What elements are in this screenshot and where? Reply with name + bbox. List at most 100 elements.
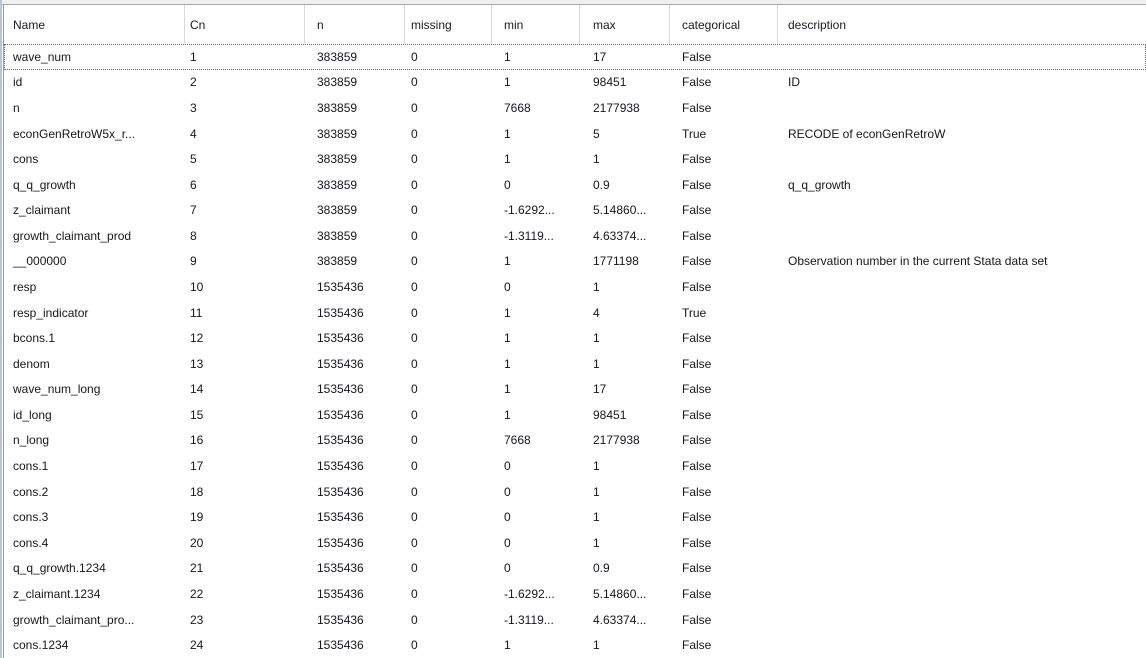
cell-min: -1.6292...	[504, 586, 555, 601]
cell-n: 383859	[317, 100, 358, 115]
cell-categorical: False	[682, 203, 712, 218]
table-row[interactable]: cons.1 17 1535436 0 0 1 False	[4, 453, 1146, 479]
cell-n: 383859	[317, 75, 358, 90]
cell-n: 383859	[317, 228, 358, 243]
table-row[interactable]: n_long 16 1535436 0 7668 2177938 False	[4, 428, 1146, 454]
cell-n: 1535436	[317, 331, 364, 346]
cell-name: z_claimant	[13, 203, 71, 218]
table-row[interactable]: cons.3 19 1535436 0 0 1 False	[4, 504, 1146, 530]
cell-max: 2177938	[593, 100, 640, 115]
table-row[interactable]: growth_claimant_pro... 23 1535436 0 -1.3119.…	[4, 607, 1146, 633]
cell-cn: 15	[190, 407, 204, 422]
cell-n: 1535436	[317, 510, 364, 525]
cell-missing: 0	[411, 152, 418, 167]
cell-max: 1	[593, 510, 600, 525]
table-row[interactable]: q_q_growth 6 383859 0 0 0.9 False q_q_growth	[4, 172, 1146, 198]
cell-categorical: False	[682, 356, 712, 371]
table-body: wave_num 1 383859 0 1 17 False id 2 383859 0 1 98451…	[4, 44, 1146, 658]
cell-name: denom	[13, 356, 50, 371]
cell-cn: 5	[190, 152, 197, 167]
cell-cn: 1	[190, 49, 197, 64]
table-row[interactable]: cons 5 383859 0 1 1 False	[4, 146, 1146, 172]
cell-n: 383859	[317, 152, 358, 167]
cell-min: 1	[504, 407, 511, 422]
cell-min: 1	[504, 49, 511, 64]
cell-missing: 0	[411, 49, 418, 64]
cell-name: n	[13, 100, 20, 115]
column-header-description[interactable]: description	[788, 17, 847, 32]
cell-categorical: False	[682, 75, 712, 90]
table-row[interactable]: z_claimant 7 383859 0 -1.6292... 5.14860... Fa…	[4, 197, 1146, 223]
cell-max: 1	[593, 331, 600, 346]
table-row[interactable]: cons.4 20 1535436 0 0 1 False	[4, 530, 1146, 556]
cell-missing: 0	[411, 433, 418, 448]
cell-categorical: False	[682, 331, 712, 346]
table-row[interactable]: q_q_growth.1234 21 1535436 0 0 0.9 False	[4, 556, 1146, 582]
cell-categorical: False	[682, 612, 712, 627]
cell-name: id	[13, 75, 23, 90]
cell-n: 1535436	[317, 561, 364, 576]
cell-cn: 8	[190, 228, 197, 243]
cell-name: z_claimant.1234	[13, 586, 101, 601]
cell-cn: 3	[190, 100, 197, 115]
cell-min: 0	[504, 177, 511, 192]
table-row[interactable]: bcons.1 12 1535436 0 1 1 False	[4, 325, 1146, 351]
cell-categorical: False	[682, 484, 712, 499]
table-row[interactable]: econGenRetroW5x_r... 4 383859 0 1 5 True RECODE…	[4, 121, 1146, 147]
column-header-n[interactable]: n	[305, 5, 405, 44]
cell-cn: 11	[190, 305, 203, 320]
cell-n: 1535436	[317, 459, 364, 474]
cell-cn: 17	[190, 459, 204, 474]
cell-max: 4.63374...	[593, 228, 647, 243]
cell-missing: 0	[411, 535, 418, 550]
cell-description: q_q_growth	[788, 177, 851, 192]
cell-categorical: False	[682, 177, 712, 192]
cell-missing: 0	[411, 586, 418, 601]
cell-name: wave_num_long	[13, 382, 101, 397]
column-header-min[interactable]: min	[492, 5, 580, 44]
cell-name: n_long	[13, 433, 50, 448]
cell-max: 1	[593, 356, 600, 371]
table-row[interactable]: id 2 383859 0 1 98451 False ID	[4, 70, 1146, 96]
cell-cn: 12	[190, 331, 204, 346]
cell-categorical: True	[682, 126, 707, 141]
cell-min: 0	[504, 484, 511, 499]
table-row[interactable]: growth_claimant_prod 8 383859 0 -1.3119... 4.…	[4, 223, 1146, 249]
table-row[interactable]: wave_num_long 14 1535436 0 1 17 False	[4, 377, 1146, 403]
table-row[interactable]: z_claimant.1234 22 1535436 0 -1.6292... 5.148…	[4, 581, 1146, 607]
cell-cn: 4	[190, 126, 197, 141]
table-row[interactable]: resp 10 1535436 0 0 1 False	[4, 274, 1146, 300]
cell-min: 1	[504, 638, 511, 653]
cell-min: 0	[504, 279, 511, 294]
table-row[interactable]: cons.1234 24 1535436 0 1 1 False	[4, 632, 1146, 658]
table-row[interactable]: resp_indicator 11 1535436 0 1 4 True	[4, 300, 1146, 326]
cell-max: 1	[593, 152, 600, 167]
table-row[interactable]: wave_num 1 383859 0 1 17 False	[4, 44, 1146, 70]
table-row[interactable]: cons.2 18 1535436 0 0 1 False	[4, 479, 1146, 505]
cell-name: cons.4	[13, 535, 49, 550]
table-row[interactable]: n 3 383859 0 7668 2177938 False	[4, 95, 1146, 121]
table-row[interactable]: __000000 9 383859 0 1 1771198 False Observation…	[4, 249, 1146, 275]
table-row[interactable]: id_long 15 1535436 0 1 98451 False	[4, 402, 1146, 428]
cell-n: 1535436	[317, 305, 364, 320]
cell-name: q_q_growth	[13, 177, 76, 192]
column-header-cn[interactable]: Cn	[185, 5, 305, 44]
table-row[interactable]: denom 13 1535436 0 1 1 False	[4, 351, 1146, 377]
column-header-categorical[interactable]: categorical	[670, 5, 778, 44]
cell-max: 1	[593, 279, 600, 294]
cell-categorical: False	[682, 433, 712, 448]
column-header-max[interactable]: max	[580, 5, 670, 44]
cell-cn: 16	[190, 433, 204, 448]
cell-categorical: False	[682, 100, 712, 115]
cell-name: resp_indicator	[13, 305, 89, 320]
cell-categorical: False	[682, 254, 712, 269]
cell-min: 1	[504, 254, 511, 269]
cell-description: RECODE of econGenRetroW	[788, 126, 946, 141]
cell-categorical: False	[682, 586, 712, 601]
column-header-missing[interactable]: missing	[405, 5, 492, 44]
cell-missing: 0	[411, 484, 418, 499]
cell-name: __000000	[13, 254, 67, 269]
cell-name: cons.1	[13, 459, 49, 474]
column-header-name[interactable]: Name	[4, 5, 185, 44]
